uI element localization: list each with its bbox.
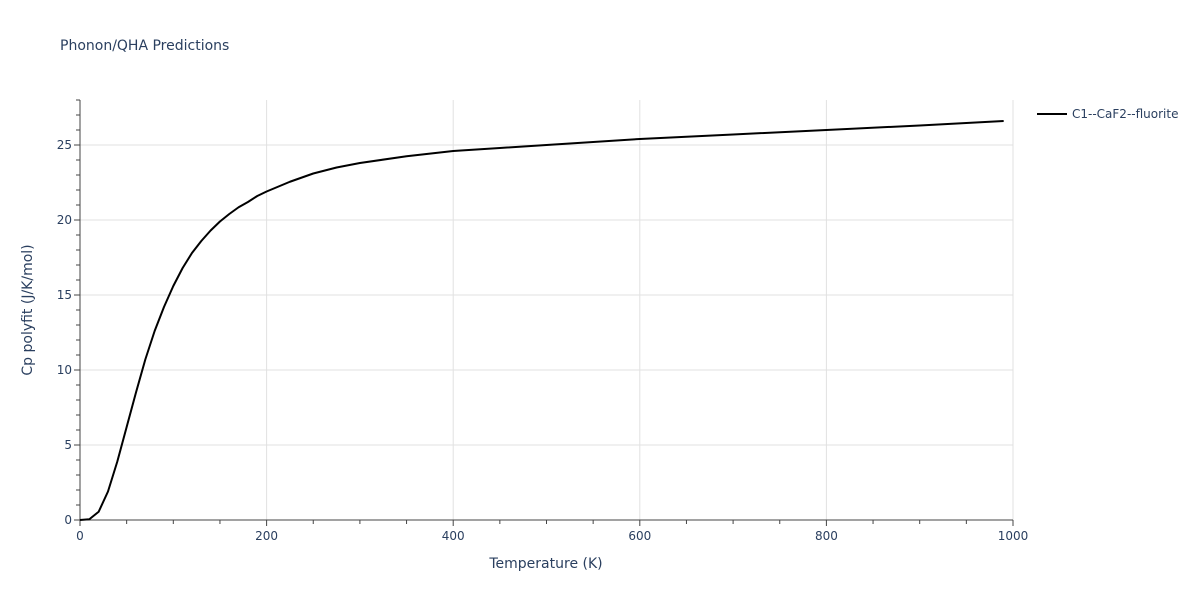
x-tick-label: 400 — [442, 529, 465, 543]
y-tick-label: 20 — [57, 213, 72, 227]
x-tick-label: 200 — [255, 529, 278, 543]
x-axis-title: Temperature (K) — [488, 556, 602, 572]
x-tick-label: 600 — [628, 529, 651, 543]
series-line-0 — [79, 120, 1004, 521]
x-tick-label: 1000 — [998, 529, 1029, 543]
y-axis-title: Cp polyfit (J/K/mol) — [20, 244, 36, 375]
y-tick-label: 10 — [57, 363, 72, 377]
legend[interactable]: C1--CaF2--fluorite — [1037, 107, 1178, 121]
chart-title: Phonon/QHA Predictions — [60, 38, 229, 54]
y-tick-label: 5 — [64, 438, 72, 452]
y-tick-label: 25 — [57, 138, 72, 152]
y-tick-label: 0 — [64, 513, 72, 527]
legend-label: C1--CaF2--fluorite — [1072, 107, 1178, 121]
x-tick-label: 0 — [76, 529, 84, 543]
grid — [80, 100, 1014, 520]
x-tick-label: 800 — [815, 529, 838, 543]
y-tick-label: 15 — [57, 288, 72, 302]
axes: 0 200 400 600 800 1000 0 5 10 15 20 25 — [57, 99, 1029, 543]
series-layer — [79, 120, 1004, 521]
